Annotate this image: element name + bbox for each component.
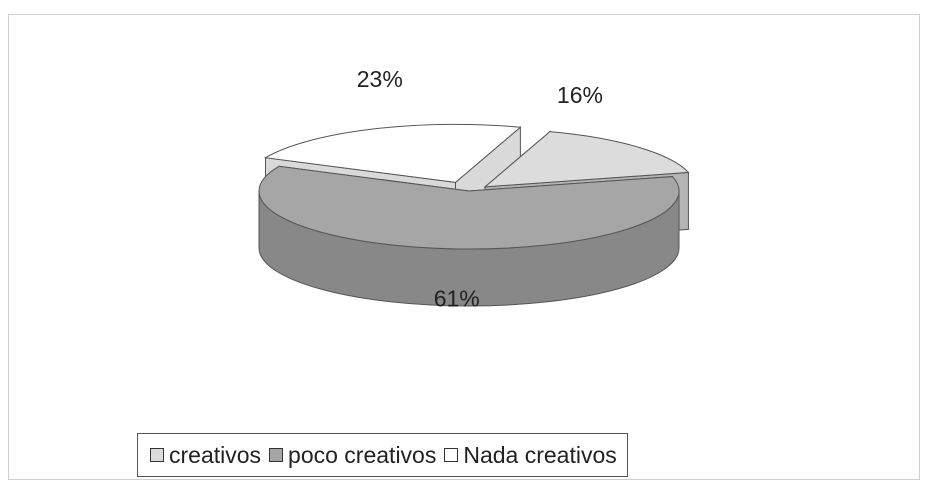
- pie-slice-poco-creativos: [258, 165, 680, 307]
- legend-item-poco-creativos: poco creativos: [269, 442, 436, 469]
- legend-item-creativos: creativos: [150, 442, 261, 469]
- legend-label-poco-creativos: poco creativos: [288, 441, 437, 468]
- legend-swatch-poco-creativos: [269, 448, 284, 462]
- chart-area: 16% 61% 23% creativos poco creativos Nada …: [8, 14, 920, 480]
- legend-swatch-creativos: [150, 448, 164, 462]
- legend-swatch-nada-creativos: [444, 448, 459, 462]
- legend-label-creativos: creativos: [169, 441, 262, 468]
- pie-chart: 16% 61% 23%: [258, 66, 690, 312]
- data-label-nada-creativos: 23%: [357, 66, 403, 92]
- legend-label-nada-creativos: Nada creativos: [463, 441, 617, 468]
- pie-slice-top: [263, 123, 522, 183]
- legend: creativos poco creativos Nada creativos: [137, 433, 628, 477]
- data-label-poco-creativos: 61%: [434, 286, 480, 312]
- legend-item-nada-creativos: Nada creativos: [444, 441, 617, 469]
- pie-slice-top: [258, 165, 680, 250]
- data-label-creativos: 16%: [557, 82, 603, 108]
- pie-slice-top: [483, 131, 690, 188]
